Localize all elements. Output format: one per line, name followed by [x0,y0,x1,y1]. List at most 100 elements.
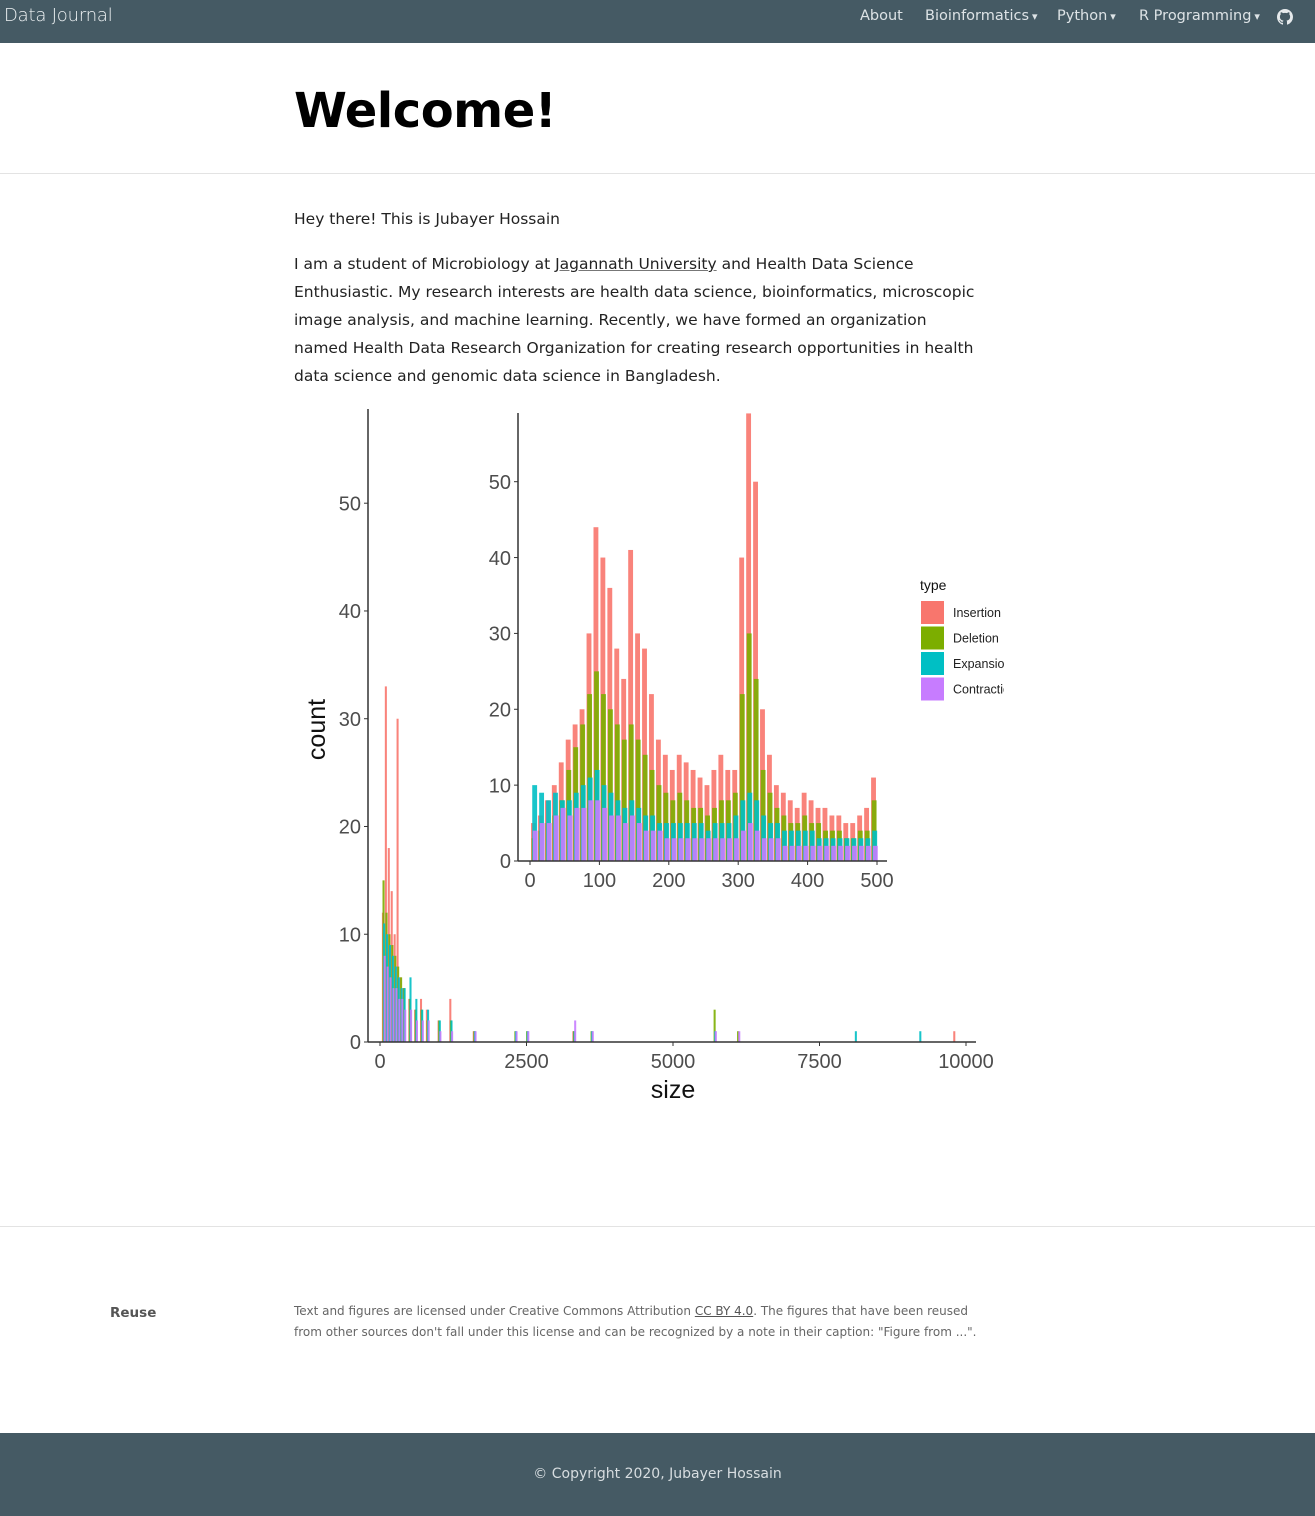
bar-contraction-34 [768,838,774,861]
main-content: Hey there! This is Jubayer Hossain I am … [294,205,984,407]
bar-contraction-5 [567,815,573,861]
bar-contraction-5 [398,998,401,1042]
bar-contraction-22 [685,838,691,861]
x-tick-label: 400 [791,870,824,892]
jagannath-university-link[interactable]: Jagannath University [555,255,717,273]
bar-contraction-45 [845,845,850,861]
bar-contraction-18 [591,1031,594,1042]
chart-legend: type Insertion Deletion Expansion Contractio… [920,577,1017,701]
site-brand[interactable]: Data Journal [4,5,113,26]
y-tick-label: 50 [339,493,361,515]
legend-label-contraction: Contraction [953,683,1004,697]
bar-contraction-12 [439,1031,442,1042]
bar-contraction-20 [671,838,677,861]
x-tick-label: 300 [722,870,755,892]
inset-histogram: 0 100 200 300 400 500 0 10 20 30 40 50 [469,412,904,907]
legend-title: type [920,577,947,593]
page-footer: © Copyright 2020, Jubayer Hossain [0,1433,1315,1516]
y-tick-label: 10 [489,775,511,797]
bar-deletion-12 [614,724,620,861]
bar-expansion-21 [854,1031,857,1042]
bar-contraction-33 [761,838,767,861]
bio-text-end: and Health Data Science Enthusiastic. My… [294,255,975,385]
bar-contraction-4 [560,807,566,861]
bar-contraction-46 [852,845,857,861]
bar-contraction-44 [838,845,844,861]
bar-contraction-49 [872,845,878,861]
bar-contraction-19 [664,838,670,861]
y-axis-title: count [303,699,331,760]
chevron-down-icon: ▾ [1032,10,1038,23]
bar-contraction-13 [623,823,628,861]
legend-swatch-deletion [921,626,944,650]
bar-contraction-15 [515,1031,518,1042]
bar-contraction-2 [389,977,392,1042]
bar-contraction-43 [831,845,837,861]
bar-contraction-4 [395,988,398,1042]
bar-expansion-0 [532,785,538,861]
chevron-down-icon: ▾ [1254,10,1260,23]
bar-contraction-41 [817,845,823,861]
nav-item-about[interactable]: About [860,8,903,24]
x-tick-label: 10000 [938,1051,994,1073]
nav-item-label: Bioinformatics [925,8,1029,24]
bar-deletion-16 [642,754,648,861]
nav-item-python[interactable]: Python ▾ [1057,8,1116,24]
bar-contraction-32 [754,830,760,861]
bar-contraction-24 [699,838,705,861]
bar-contraction-17 [650,830,656,861]
bar-expansion-30 [740,800,746,861]
bar-contraction-40 [810,845,816,861]
nav-item-label: R Programming [1139,8,1252,24]
bar-contraction-9 [415,1020,418,1042]
bar-contraction-7 [404,1009,407,1042]
bar-deletion-14 [628,724,634,861]
y-tick-label: 10 [339,924,361,946]
bar-contraction-1 [386,966,389,1042]
bar-contraction-30 [741,830,746,861]
bar-contraction-8 [410,1009,413,1042]
bar-insertion-14 [628,549,634,861]
y-tick-label: 40 [489,548,511,570]
chevron-down-icon: ▾ [1110,10,1116,23]
bar-insertion-13 [449,998,452,1042]
intro-text: Hey there! This is Jubayer Hossain [294,210,561,228]
bar-deletion-30 [739,694,745,861]
nav-item-r-programming[interactable]: R Programming ▾ [1139,8,1260,24]
bar-contraction-10 [421,1020,424,1042]
legend-swatch-contraction [921,677,944,701]
x-tick-label: 0 [374,1051,385,1073]
bar-contraction-25 [706,838,712,861]
cc-by-link[interactable]: CC BY 4.0 [694,1304,754,1318]
bar-contraction-6 [401,998,404,1042]
bar-deletion-32 [753,678,759,861]
bar-contraction-2 [546,823,552,861]
bar-contraction-39 [803,845,809,861]
bar-contraction-16 [527,1031,530,1042]
bar-insertion-23 [953,1031,956,1042]
bar-deletion-31 [746,633,752,861]
bar-contraction-1 [539,823,545,861]
bar-contraction-16 [643,830,649,861]
bar-contraction-13 [451,1031,454,1042]
bar-contraction-0 [383,955,386,1042]
bar-contraction-14 [630,815,635,861]
reuse-heading: Reuse [110,1305,157,1321]
bar-contraction-29 [734,838,739,861]
x-tick-label: 0 [524,870,535,892]
bar-insertion-1 [384,686,387,1042]
y-tick-label: 40 [339,601,361,623]
github-icon[interactable] [1277,9,1293,25]
section-divider [0,1226,1315,1227]
legend-label-expansion: Expansion [953,657,1004,671]
bar-expansion-22 [919,1031,922,1042]
y-tick-label: 30 [339,709,361,731]
nav-item-bioinformatics[interactable]: Bioinformatics ▾ [925,8,1038,24]
bar-expansion-9 [415,998,418,1042]
bar-contraction-27 [720,838,726,861]
bar-deletion-20 [737,1031,740,1042]
y-tick-label: 20 [489,699,511,721]
bar-contraction-28 [727,838,733,861]
y-tick-label: 0 [500,851,511,873]
